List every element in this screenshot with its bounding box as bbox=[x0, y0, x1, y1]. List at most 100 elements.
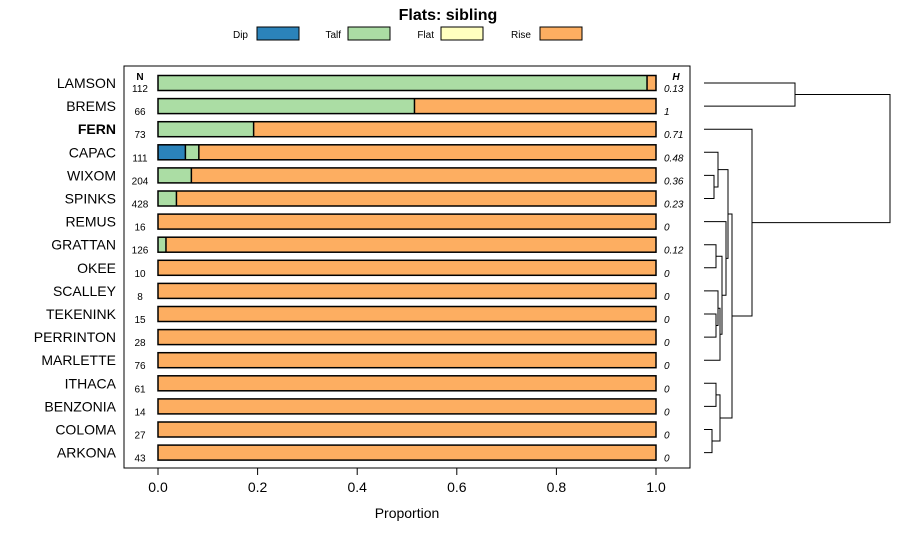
n-value-benzonia: 14 bbox=[134, 407, 146, 418]
bar-wixom-rise bbox=[191, 167, 656, 183]
category-label-brems: BREMS bbox=[66, 98, 116, 114]
n-value-fern: 73 bbox=[134, 130, 146, 141]
bar-fern-rise bbox=[253, 121, 656, 137]
bar-brems-rise bbox=[414, 98, 656, 114]
chart-title: Flats: sibling bbox=[399, 7, 498, 24]
bar-grattan-rise bbox=[165, 237, 656, 253]
bar-wixom-talf bbox=[158, 167, 192, 183]
bar-grattan-talf bbox=[158, 237, 166, 253]
x-tick-label-4: 0.8 bbox=[547, 479, 567, 495]
category-label-benzonia: BENZONIA bbox=[44, 398, 116, 414]
row-scalley: SCALLEY 8 0 bbox=[53, 282, 670, 303]
dendrogram-branch-9 bbox=[704, 174, 715, 199]
legend-swatch-talf bbox=[347, 26, 391, 41]
n-value-remus: 16 bbox=[134, 223, 146, 234]
row-fern: FERN 73 0.71 bbox=[78, 120, 683, 141]
h-value-tekenink: 0 bbox=[664, 315, 670, 326]
n-value-grattan: 126 bbox=[132, 246, 149, 257]
dendrogram-branch-7 bbox=[716, 255, 723, 335]
category-label-remus: REMUS bbox=[65, 214, 116, 230]
h-value-ithaca: 0 bbox=[664, 384, 670, 395]
bar-outline-ithaca bbox=[157, 375, 657, 392]
bar-arkona-rise bbox=[158, 445, 656, 461]
n-value-perrinton: 28 bbox=[134, 338, 146, 349]
bar-outline-spinks bbox=[157, 190, 657, 207]
x-axis-label: Proportion bbox=[375, 505, 440, 521]
dendrogram-branch-10 bbox=[704, 151, 719, 188]
legend-swatch-dip bbox=[256, 26, 300, 41]
n-value-marlette: 76 bbox=[134, 361, 146, 372]
x-tick-label-1: 0.2 bbox=[248, 479, 268, 495]
dendrogram-branch-15 bbox=[752, 94, 891, 224]
row-wixom: WIXOM 204 0.36 bbox=[67, 167, 684, 187]
n-column-header: N bbox=[136, 72, 143, 83]
h-value-arkona: 0 bbox=[664, 454, 670, 465]
h-value-wixom: 0.36 bbox=[664, 176, 684, 187]
row-arkona: ARKONA 43 0 bbox=[57, 444, 670, 465]
bar-coloma-rise bbox=[158, 422, 656, 437]
bar-capac-talf bbox=[185, 144, 199, 160]
x-axis: 0.0 0.2 0.4 0.6 0.8 1.0 bbox=[148, 468, 666, 495]
bar-outline-grattan bbox=[157, 236, 657, 253]
category-label-grattan: GRATTAN bbox=[51, 237, 116, 253]
category-label-capac: CAPAC bbox=[69, 144, 116, 160]
category-label-coloma: COLOMA bbox=[55, 422, 116, 438]
row-spinks: SPINKS 428 0.23 bbox=[65, 190, 684, 211]
n-value-scalley: 8 bbox=[137, 292, 143, 303]
h-value-remus: 0 bbox=[664, 223, 670, 234]
bar-spinks-talf bbox=[158, 191, 177, 206]
bar-outline-remus bbox=[157, 213, 657, 230]
h-column-header: H bbox=[672, 72, 680, 83]
bar-outline-brems bbox=[157, 97, 657, 115]
bar-outline-lamson bbox=[157, 74, 657, 92]
legend-label-dip: Dip bbox=[233, 30, 248, 41]
legend-label-talf: Talf bbox=[325, 30, 341, 41]
category-label-fern: FERN bbox=[78, 121, 116, 137]
h-value-fern: 0.71 bbox=[664, 130, 683, 141]
dendrogram bbox=[704, 82, 891, 454]
h-value-spinks: 0.23 bbox=[664, 200, 684, 211]
bar-outline-capac bbox=[157, 144, 657, 161]
row-marlette: MARLETTE 76 0 bbox=[41, 351, 670, 372]
dendrogram-branch-0 bbox=[704, 429, 713, 454]
row-lamson: LAMSON 112 0.13 bbox=[57, 74, 684, 95]
bar-ithaca-rise bbox=[158, 375, 656, 391]
legend-label-rise: Rise bbox=[511, 30, 531, 41]
bar-marlette-rise bbox=[158, 352, 656, 368]
bar-outline-arkona bbox=[157, 444, 657, 461]
h-value-perrinton: 0 bbox=[664, 338, 670, 349]
plot-frame bbox=[123, 65, 691, 469]
category-label-marlette: MARLETTE bbox=[41, 352, 116, 368]
category-label-okee: OKEE bbox=[77, 260, 116, 276]
category-label-ithaca: ITHACA bbox=[65, 375, 117, 391]
legend-swatch-rise bbox=[539, 26, 583, 41]
legend-label-flat: Flat bbox=[417, 30, 434, 41]
bar-benzonia-rise bbox=[158, 398, 656, 414]
bar-scalley-rise bbox=[158, 283, 656, 299]
bar-outline-tekenink bbox=[157, 305, 657, 323]
category-label-arkona: ARKONA bbox=[57, 445, 117, 461]
bar-rows: LAMSON 112 0.13 BREMS 66 1 FERN 73 0.71 CAPAC 111 0… bbox=[34, 74, 684, 465]
bar-okee-rise bbox=[158, 260, 656, 276]
n-value-ithaca: 61 bbox=[134, 384, 146, 395]
n-value-okee: 10 bbox=[134, 269, 146, 280]
category-label-lamson: LAMSON bbox=[57, 75, 116, 91]
legend: Dip Talf Flat Rise bbox=[233, 26, 583, 41]
bar-fern-talf bbox=[158, 121, 254, 137]
category-label-perrinton: PERRINTON bbox=[34, 329, 116, 345]
row-okee: OKEE 10 0 bbox=[77, 259, 670, 280]
bar-outline-perrinton bbox=[157, 328, 657, 346]
x-tick-label-0: 0.0 bbox=[148, 479, 168, 495]
h-value-benzonia: 0 bbox=[664, 407, 670, 418]
bar-tekenink-rise bbox=[158, 306, 656, 322]
h-value-scalley: 0 bbox=[664, 292, 670, 303]
bar-outline-wixom bbox=[157, 167, 657, 184]
row-coloma: COLOMA 27 0 bbox=[55, 421, 670, 442]
row-tekenink: TEKENINK 15 0 bbox=[46, 305, 670, 326]
h-value-coloma: 0 bbox=[664, 431, 670, 442]
dendrogram-branch-14 bbox=[704, 82, 796, 107]
bar-outline-okee bbox=[157, 259, 657, 277]
n-value-capac: 111 bbox=[132, 153, 148, 164]
n-value-brems: 66 bbox=[134, 107, 146, 118]
